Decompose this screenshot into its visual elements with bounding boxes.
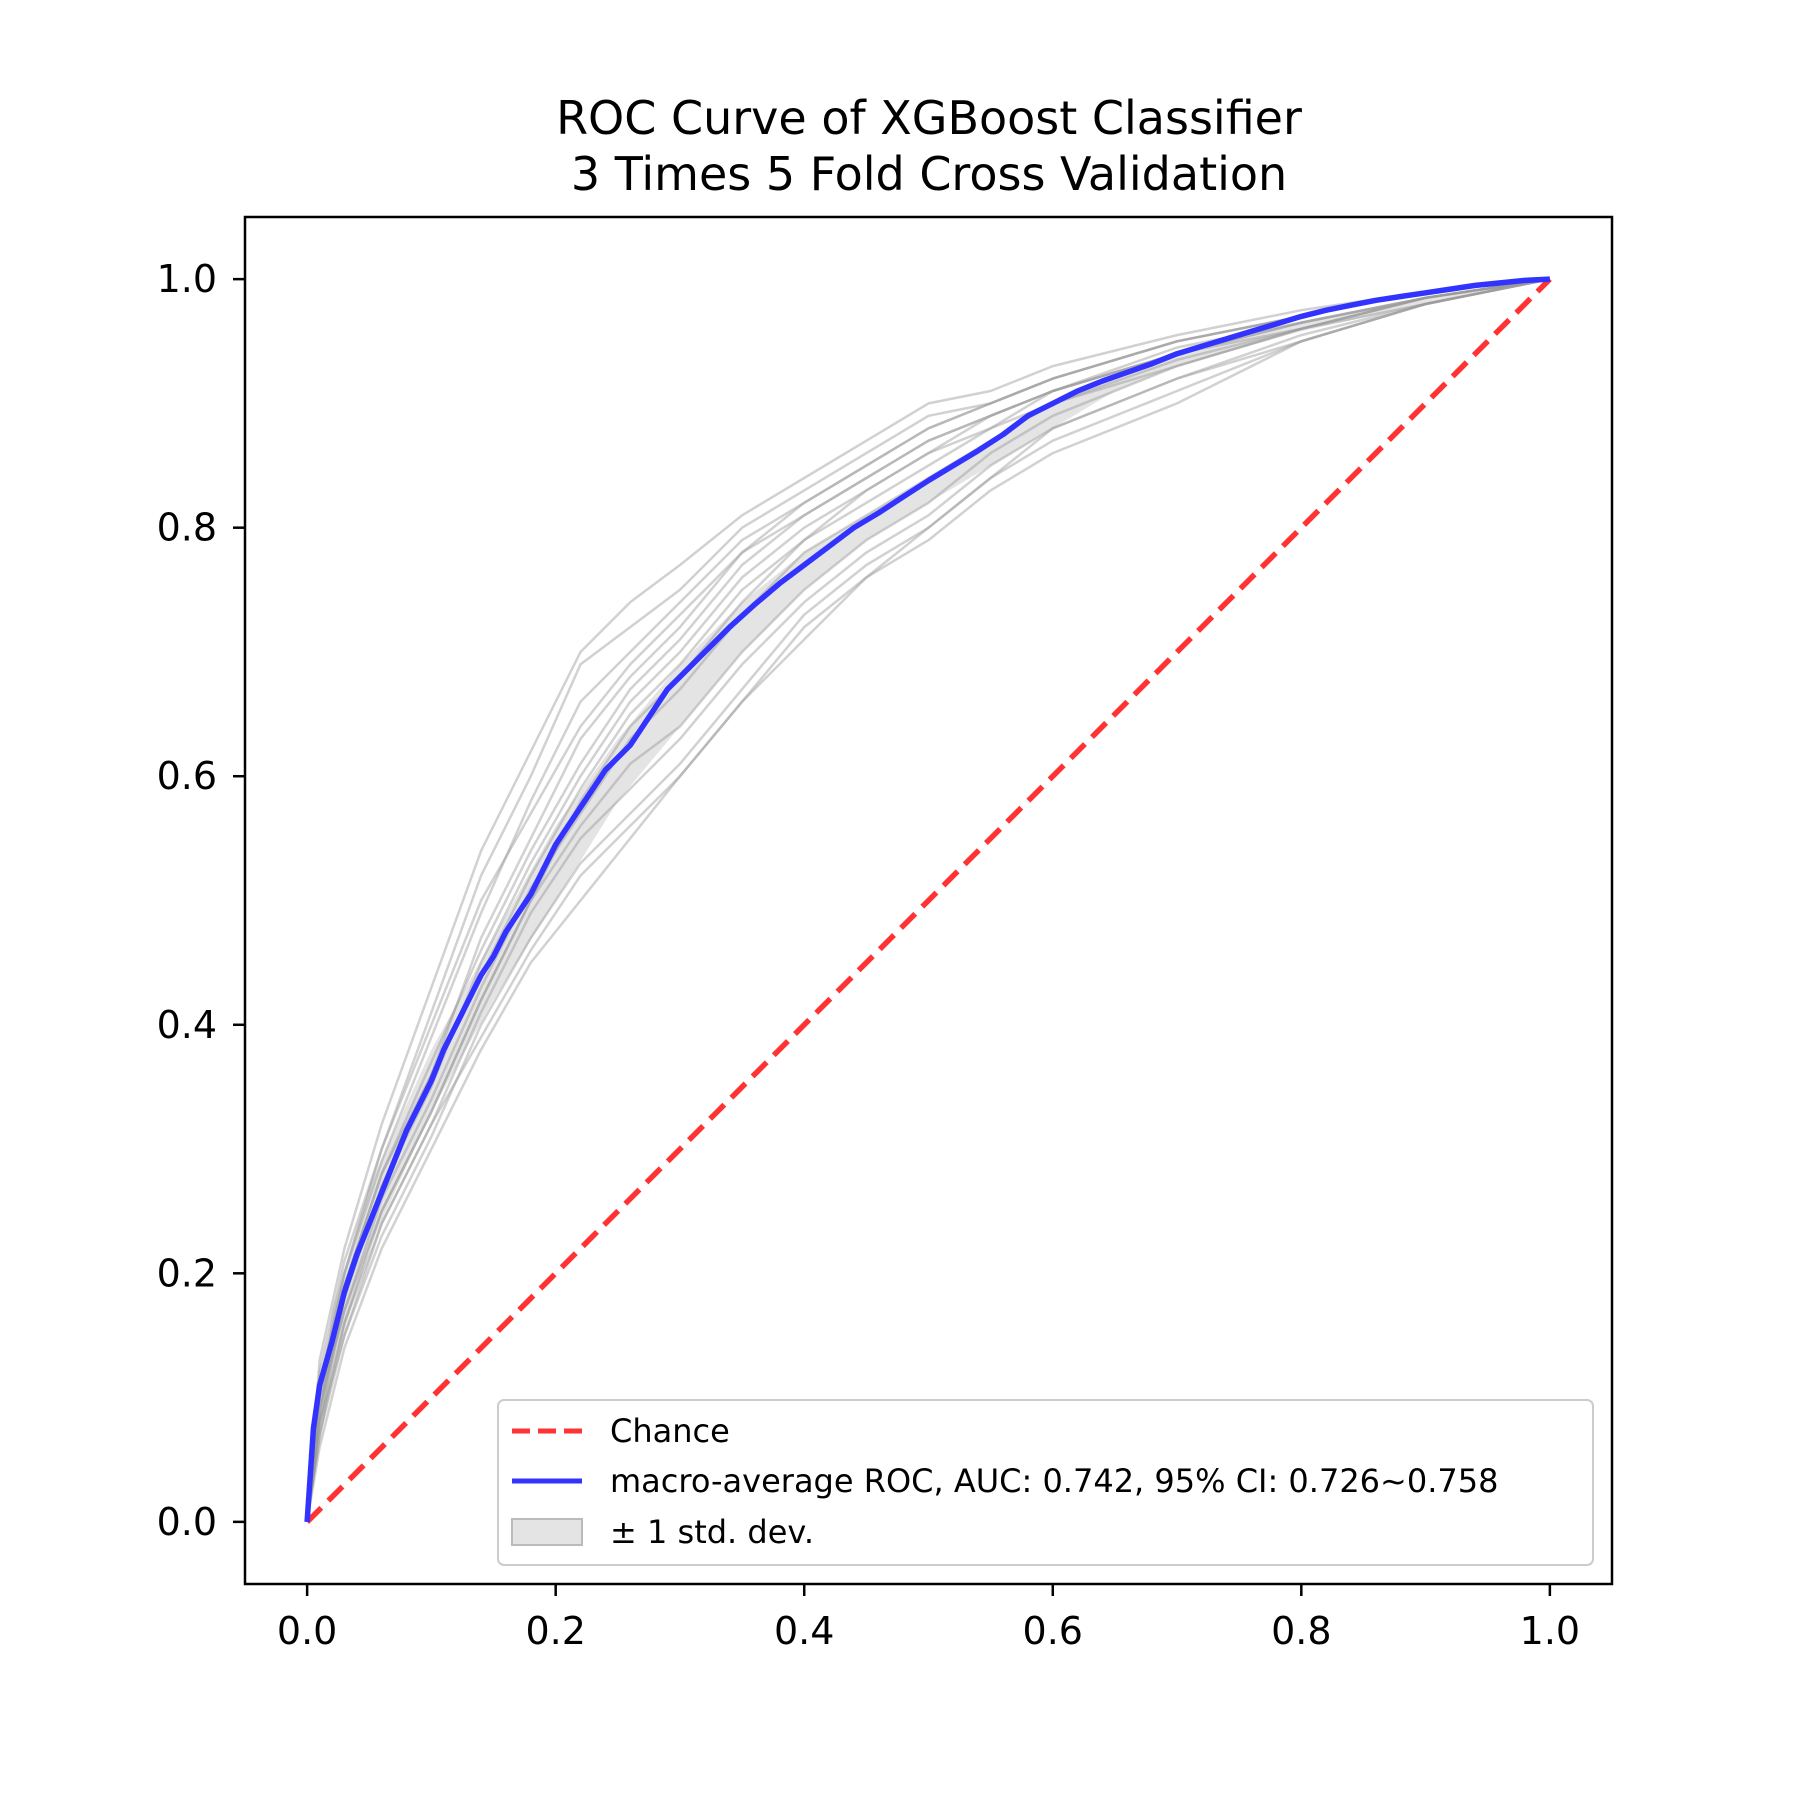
x-tick-label-2: 0.4 [774,1609,834,1653]
x-tick-label-1: 0.2 [525,1609,585,1653]
fold-roc-line-12 [305,277,1551,1523]
chart-title-line-1: ROC Curve of XGBoost Classifier [556,91,1302,145]
fold-roc-line-2 [305,277,1551,1523]
fold-roc-line-13 [305,277,1551,1523]
axes-frame [243,215,1614,1586]
mean-roc-line [304,276,1551,1523]
legend-std-swatch [511,1518,583,1546]
x-tick-label-4: 0.8 [1271,1609,1331,1653]
fold-roc-line-14 [305,277,1551,1523]
legend-chance-label: Chance [610,1412,730,1450]
x-tick-label-5: 1.0 [1520,1609,1580,1653]
fold-roc-line-1 [305,277,1551,1523]
legend-frame [497,1399,1594,1566]
fold-roc-line-4 [305,277,1551,1523]
fold-roc-line-8 [305,277,1551,1523]
legend: Chance macro-average ROC, AUC: 0.742, 95… [497,1399,1594,1566]
y-tick-label-1: 0.2 [157,1251,217,1295]
fold-roc-line-6 [305,277,1551,1523]
chance-line [305,277,1552,1524]
legend-std-label: ± 1 std. dev. [610,1513,814,1551]
fold-roc-line-11 [305,277,1551,1523]
x-tick-label-0: 0.0 [277,1609,337,1653]
x-tick-label-3: 0.6 [1023,1609,1083,1653]
y-tick-label-2: 0.4 [157,1003,217,1047]
fold-roc-line-9 [305,277,1551,1522]
std-dev-band [307,279,1550,1522]
legend-mean-roc-label: macro-average ROC, AUC: 0.742, 95% CI: 0… [610,1462,1498,1500]
plot-area: 0.0 0.2 0.4 0.6 0.8 1.0 0.0 0.2 0.4 0.6 0.8 1.0 [157,215,1614,1653]
y-tick-label-5: 1.0 [157,257,217,301]
y-tick-label-4: 0.8 [157,506,217,550]
fold-roc-line-10 [305,277,1551,1523]
fold-roc-line-5 [305,277,1551,1523]
chart-title-line-2: 3 Times 5 Fold Cross Validation [571,147,1287,201]
y-tick-label-3: 0.6 [157,754,217,798]
y-tick-label-0: 0.0 [157,1500,217,1544]
